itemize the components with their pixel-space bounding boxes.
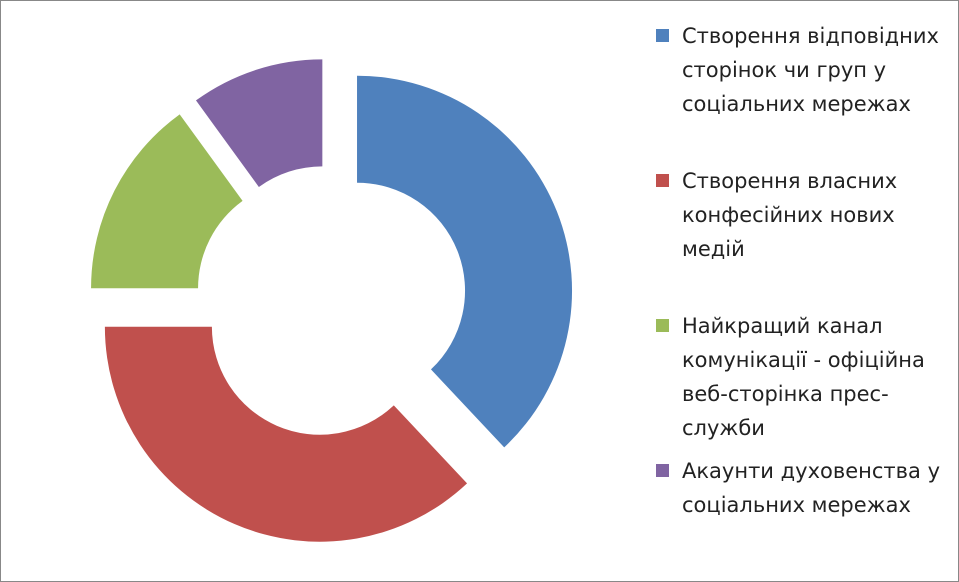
- legend-label: Акаунти духовенства у соціальних мережах: [682, 459, 941, 517]
- legend-swatch: [656, 29, 669, 42]
- legend-label: Створення власних конфесійних нових меді…: [682, 169, 898, 261]
- legend-swatch: [656, 174, 669, 187]
- legend-label: Найкращий канал комунікації - офіційна в…: [682, 314, 925, 440]
- donut-segment: [195, 59, 323, 187]
- donut-segment: [357, 75, 573, 448]
- donut-segment: [104, 326, 468, 542]
- legend-label: Створення відповідних сторінок чи груп у…: [682, 24, 939, 116]
- donut-segment: [91, 114, 243, 289]
- legend-swatch: [656, 319, 669, 332]
- legend-swatch: [656, 464, 669, 477]
